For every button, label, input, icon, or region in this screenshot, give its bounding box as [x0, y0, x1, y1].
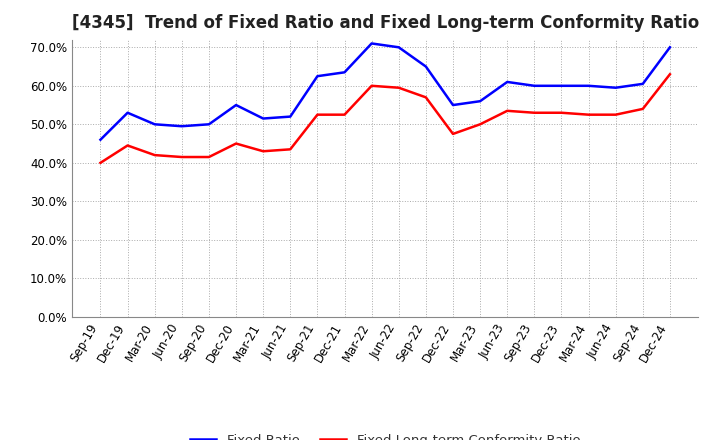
Fixed Ratio: [96, 137, 105, 142]
Fixed Long-term Conformity Ratio: [204, 154, 213, 160]
Fixed Long-term Conformity Ratio: [96, 160, 105, 165]
Fixed Long-term Conformity Ratio: [123, 143, 132, 148]
Fixed Long-term Conformity Ratio: [232, 141, 240, 146]
Fixed Ratio: [557, 83, 566, 88]
Fixed Ratio: [611, 85, 620, 90]
Fixed Long-term Conformity Ratio: [286, 147, 294, 152]
Fixed Ratio: [449, 103, 457, 108]
Fixed Ratio: [367, 41, 376, 46]
Line: Fixed Ratio: Fixed Ratio: [101, 44, 670, 139]
Fixed Ratio: [286, 114, 294, 119]
Fixed Long-term Conformity Ratio: [341, 112, 349, 117]
Legend: Fixed Ratio, Fixed Long-term Conformity Ratio: Fixed Ratio, Fixed Long-term Conformity …: [185, 429, 585, 440]
Fixed Long-term Conformity Ratio: [178, 154, 186, 160]
Title: [4345]  Trend of Fixed Ratio and Fixed Long-term Conformity Ratio: [4345] Trend of Fixed Ratio and Fixed Lo…: [71, 15, 699, 33]
Fixed Ratio: [204, 121, 213, 127]
Fixed Ratio: [150, 121, 159, 127]
Fixed Long-term Conformity Ratio: [665, 72, 674, 77]
Fixed Long-term Conformity Ratio: [313, 112, 322, 117]
Fixed Ratio: [584, 83, 593, 88]
Fixed Long-term Conformity Ratio: [367, 83, 376, 88]
Fixed Long-term Conformity Ratio: [150, 152, 159, 158]
Fixed Ratio: [476, 99, 485, 104]
Fixed Ratio: [530, 83, 539, 88]
Fixed Long-term Conformity Ratio: [503, 108, 511, 114]
Fixed Ratio: [341, 70, 349, 75]
Fixed Ratio: [123, 110, 132, 115]
Fixed Long-term Conformity Ratio: [395, 85, 403, 90]
Fixed Ratio: [421, 64, 430, 69]
Fixed Ratio: [178, 124, 186, 129]
Fixed Ratio: [639, 81, 647, 87]
Fixed Long-term Conformity Ratio: [476, 121, 485, 127]
Fixed Long-term Conformity Ratio: [421, 95, 430, 100]
Fixed Ratio: [232, 103, 240, 108]
Fixed Ratio: [313, 73, 322, 79]
Fixed Long-term Conformity Ratio: [557, 110, 566, 115]
Fixed Long-term Conformity Ratio: [259, 149, 268, 154]
Fixed Ratio: [395, 44, 403, 50]
Fixed Ratio: [503, 79, 511, 84]
Line: Fixed Long-term Conformity Ratio: Fixed Long-term Conformity Ratio: [101, 74, 670, 163]
Fixed Long-term Conformity Ratio: [639, 106, 647, 111]
Fixed Long-term Conformity Ratio: [584, 112, 593, 117]
Fixed Ratio: [259, 116, 268, 121]
Fixed Long-term Conformity Ratio: [611, 112, 620, 117]
Fixed Long-term Conformity Ratio: [530, 110, 539, 115]
Fixed Long-term Conformity Ratio: [449, 131, 457, 136]
Fixed Ratio: [665, 44, 674, 50]
